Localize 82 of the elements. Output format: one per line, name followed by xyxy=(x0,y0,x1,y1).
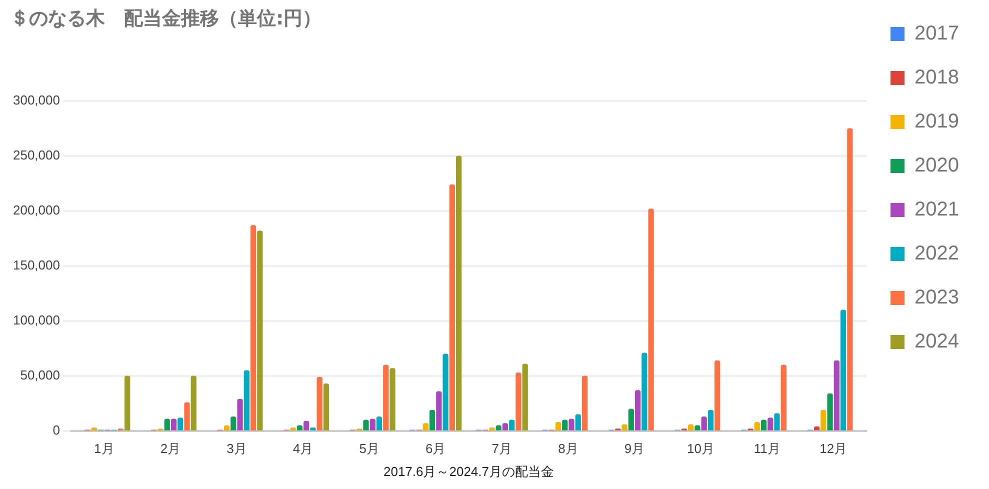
bar xyxy=(170,418,177,430)
bar xyxy=(376,416,382,430)
bar xyxy=(442,354,448,430)
bar xyxy=(555,422,562,430)
bar xyxy=(456,156,462,430)
bar xyxy=(774,413,780,430)
bar xyxy=(422,423,428,430)
bar xyxy=(436,391,442,430)
bar xyxy=(304,420,310,430)
bar xyxy=(429,410,436,430)
bar xyxy=(516,372,522,430)
y-tick-label: 200,000 xyxy=(12,202,60,218)
bar xyxy=(124,376,130,430)
bar xyxy=(840,310,846,430)
bar xyxy=(244,370,250,430)
bar xyxy=(634,390,641,430)
bar xyxy=(847,128,853,430)
x-tick-label: 10月 xyxy=(687,441,715,456)
bar xyxy=(178,418,184,430)
legend-label: 2023 xyxy=(914,286,960,309)
bar xyxy=(383,364,389,430)
legend-label: 2024 xyxy=(914,330,960,353)
legend-label: 2017 xyxy=(914,22,960,45)
bar xyxy=(760,420,767,430)
bar xyxy=(701,416,707,430)
bar xyxy=(708,410,714,430)
y-tick-label: 0 xyxy=(52,422,60,438)
bar xyxy=(648,208,654,430)
y-tick-label: 150,000 xyxy=(12,257,60,272)
bar xyxy=(522,364,528,430)
x-tick-label: 4月 xyxy=(292,441,314,456)
bar xyxy=(582,376,588,430)
bar xyxy=(502,423,508,430)
y-tick-label: 300,000 xyxy=(12,92,60,108)
bar xyxy=(184,402,190,430)
x-tick-label: 2月 xyxy=(160,441,181,456)
y-tick-label: 100,000 xyxy=(12,312,60,328)
x-tick-label: 9月 xyxy=(624,441,645,456)
bar xyxy=(834,360,840,430)
x-tick-label: 7月 xyxy=(492,441,512,456)
bar xyxy=(323,384,330,430)
x-tick-label: 6月 xyxy=(425,441,446,456)
bar xyxy=(316,376,322,430)
bar xyxy=(568,418,574,430)
bar xyxy=(390,368,396,430)
bar xyxy=(449,184,455,430)
bar xyxy=(688,424,694,430)
bar xyxy=(642,352,648,430)
bar xyxy=(230,416,236,430)
bar xyxy=(237,398,243,430)
x-tick-label: 11月 xyxy=(754,441,780,456)
bar xyxy=(250,225,256,430)
bar xyxy=(820,410,826,430)
x-tick-label: 12月 xyxy=(820,441,848,456)
chart-title: ＄のなる木 配当金推移（単位:円） xyxy=(10,7,322,30)
x-tick-label: 8月 xyxy=(558,441,578,456)
bar xyxy=(754,422,760,430)
legend-label: 2018 xyxy=(914,66,960,89)
x-tick-label: 3月 xyxy=(226,441,247,456)
x-tick-label: 1月 xyxy=(94,441,114,456)
bar xyxy=(257,230,263,430)
bar xyxy=(827,393,833,430)
bar xyxy=(768,418,774,430)
legend-label: 2020 xyxy=(914,154,960,177)
legend-label: 2019 xyxy=(914,110,960,133)
bar xyxy=(575,414,581,430)
bar xyxy=(509,420,515,430)
legend-label: 2022 xyxy=(914,242,960,265)
y-tick-label: 250,000 xyxy=(12,147,60,162)
y-tick-label: 50,000 xyxy=(20,367,60,382)
bar xyxy=(370,418,376,430)
legend-label: 2021 xyxy=(914,198,960,221)
bar xyxy=(363,420,369,430)
bar xyxy=(714,360,720,430)
x-axis-title: 2017.6月～2024.7月の配当金 xyxy=(383,464,554,479)
bar xyxy=(780,364,786,430)
x-tick-label: 5月 xyxy=(359,441,380,456)
bar xyxy=(562,420,568,430)
bar xyxy=(628,408,634,430)
bar xyxy=(190,376,196,430)
bar xyxy=(622,424,628,430)
bar xyxy=(164,418,170,430)
